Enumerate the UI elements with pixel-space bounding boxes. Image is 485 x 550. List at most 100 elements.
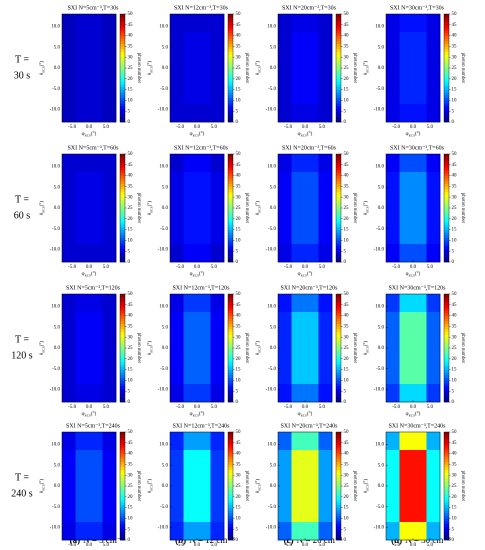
colorbar-tick-label: 35 xyxy=(128,185,134,190)
heatmap-cell xyxy=(210,244,225,263)
y-tick-label: -5.0 xyxy=(52,367,60,372)
colorbar-segment xyxy=(336,329,341,333)
colorbar-segment xyxy=(120,232,125,236)
colorbar-segment xyxy=(444,253,449,257)
colorbar-segment xyxy=(228,116,233,120)
heatmap-cell xyxy=(426,294,441,313)
heatmap-cell xyxy=(278,384,292,403)
colorbar-segment xyxy=(336,172,341,176)
colorbar-segment xyxy=(228,38,233,42)
colorbar-tick-label: 35 xyxy=(344,185,350,190)
colorbar-segment xyxy=(336,296,341,300)
colorbar-segment xyxy=(228,321,233,324)
heatmap-cell xyxy=(386,432,400,451)
colorbar-tick-label: 35 xyxy=(344,45,350,50)
unit: (°) xyxy=(199,412,205,417)
colorbar-segment xyxy=(444,342,449,346)
heatmap-cell xyxy=(318,190,333,209)
heatmap-cell xyxy=(197,294,211,313)
colorbar-segment xyxy=(444,19,449,23)
colorbar-segment xyxy=(120,483,125,487)
colorbar-tick-label: 0 xyxy=(128,400,131,405)
colorbar-segment xyxy=(336,312,341,316)
colorbar-segment xyxy=(444,440,449,444)
colorbar-segment xyxy=(444,531,449,535)
heatmap-cell xyxy=(399,312,414,331)
colorbar-segment xyxy=(228,156,233,160)
colorbar-segment xyxy=(444,469,449,473)
colorbar-tick-label: 45 xyxy=(344,163,350,168)
heatmap-cell xyxy=(183,32,198,51)
colorbar-segment xyxy=(336,531,341,535)
x-tick-label: -5.0 xyxy=(392,405,400,410)
x-tick-label: 5.0 xyxy=(319,543,326,548)
colorbar-segment xyxy=(228,342,233,346)
colorbar-tick-label: 10 xyxy=(452,99,458,104)
y-tick-label: 0.0 xyxy=(162,206,169,211)
symbol: φ xyxy=(82,132,85,137)
colorbar-tick-label: 50 xyxy=(128,292,134,297)
colorbar-tick-label: 0 xyxy=(236,400,239,405)
colorbar-tick-label: 15 xyxy=(236,506,242,511)
colorbar-segment xyxy=(336,334,341,338)
colorbar-tick-label: 0 xyxy=(236,538,239,543)
colorbar-segment xyxy=(444,437,449,441)
colorbar-tick-label: 45 xyxy=(128,163,134,168)
colorbar-segment xyxy=(444,302,449,306)
y-axis-label: θECS(°) xyxy=(364,479,369,493)
subscript: ECS xyxy=(85,133,91,137)
heatmap-cell xyxy=(102,68,117,87)
colorbar-tick-label: 20 xyxy=(452,357,458,362)
heatmap-cell xyxy=(278,366,292,385)
colorbar-segment xyxy=(228,181,233,184)
colorbar-segment xyxy=(444,119,449,123)
heatmap-cell xyxy=(305,468,319,487)
y-tick-label: 5.0 xyxy=(378,325,385,330)
heatmap-cell xyxy=(318,50,333,69)
colorbar-segment xyxy=(120,526,125,530)
colorbar-segment xyxy=(336,526,341,530)
colorbar-segment xyxy=(228,216,233,220)
colorbar-segment xyxy=(120,537,125,541)
colorbar-segment xyxy=(336,216,341,220)
heatmap-cell xyxy=(89,68,103,87)
colorbar-tick-label: 5 xyxy=(452,527,455,532)
colorbar-segment xyxy=(228,164,233,168)
x-tick-label: -5.0 xyxy=(284,405,292,410)
colorbar-segment xyxy=(444,162,449,166)
heatmap-cell xyxy=(305,432,319,451)
colorbar-segment xyxy=(444,377,449,381)
colorbar-segment xyxy=(336,251,341,255)
colorbar-segment xyxy=(336,73,341,77)
heatmap-cell xyxy=(89,348,103,367)
colorbar-tick-label: 15 xyxy=(452,228,458,233)
heatmap-cell xyxy=(183,384,198,403)
colorbar-segment xyxy=(228,16,233,20)
x-axis-label: φECS(°) xyxy=(298,132,313,137)
colorbar-segment xyxy=(228,358,233,362)
colorbar-segment xyxy=(336,480,341,484)
y-tick-label: 10.0 xyxy=(375,443,384,448)
x-tick-label: 0.0 xyxy=(86,543,93,548)
colorbar-segment xyxy=(336,76,341,80)
colorbar-segment xyxy=(444,24,449,28)
colorbar-segment xyxy=(228,167,233,171)
x-tick-label: 5.0 xyxy=(103,265,110,270)
colorbar-segment xyxy=(228,366,233,370)
heatmap-cell xyxy=(197,14,211,33)
colorbar-tick-label: 5 xyxy=(344,527,347,532)
colorbar-segment xyxy=(336,507,341,511)
heatmap-cell xyxy=(210,348,225,367)
heatmap-cell xyxy=(426,154,441,173)
heatmap-cell xyxy=(197,384,211,403)
heatmap-cell xyxy=(210,154,225,173)
colorbar-tick-label: 35 xyxy=(452,185,458,190)
x-tick-label: -5.0 xyxy=(392,265,400,270)
colorbar-segment xyxy=(444,224,449,228)
colorbar-segment xyxy=(120,57,125,61)
colorbar-segment xyxy=(228,162,233,166)
colorbar-segment xyxy=(444,385,449,389)
heatmap-cell xyxy=(197,50,211,69)
colorbar-segment xyxy=(228,377,233,381)
heatmap-cell xyxy=(413,68,427,87)
